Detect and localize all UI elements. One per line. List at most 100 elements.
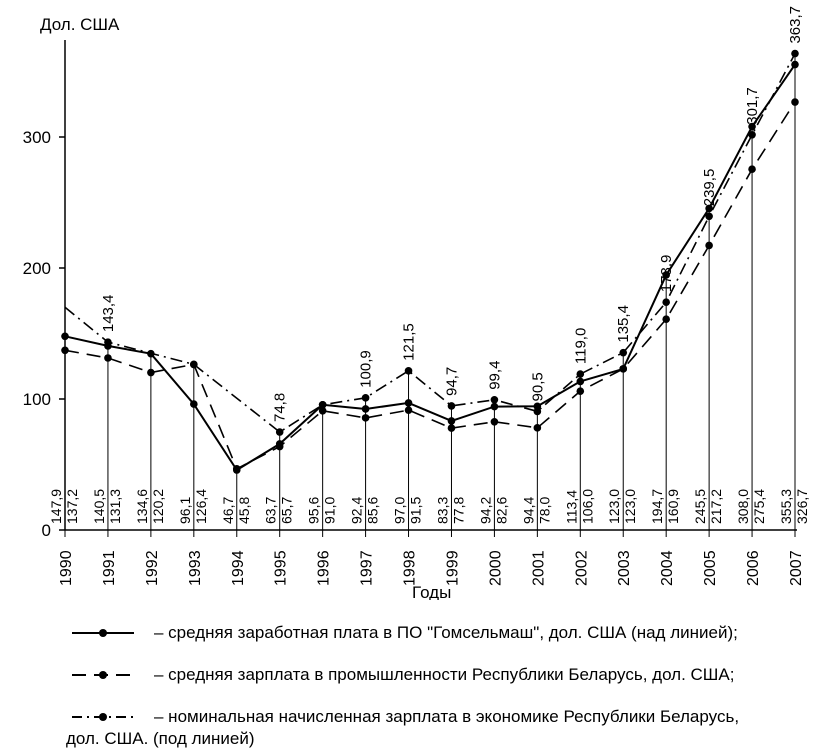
data-label-bottom: 78,0 <box>536 497 552 524</box>
data-point-dash <box>104 354 112 362</box>
axes: 0 100 200 300 1990 1991 1992 1993 1994 1995 1996 19… <box>23 40 805 586</box>
x-tick-label: 1996 <box>316 550 333 586</box>
data-point-dash <box>748 165 756 174</box>
x-tick-label: 1991 <box>101 550 118 586</box>
x-tick-label: 2007 <box>788 550 805 586</box>
data-label-top: 119,0 <box>572 328 589 364</box>
data-label-bottom: 194,7 <box>649 489 665 524</box>
legend-label-solid: – средняя заработная плата в ПО "Гомсель… <box>154 623 738 642</box>
x-tick-label: 2001 <box>530 550 547 586</box>
data-point-dashdot <box>490 395 499 404</box>
data-label-bottom: 46,7 <box>220 497 236 524</box>
y-tick-label: 100 <box>23 390 51 409</box>
data-point-dash <box>318 406 327 415</box>
x-tick-label: 1994 <box>230 550 247 586</box>
data-point-dashdot <box>619 348 628 357</box>
legend-swatch-dashdot <box>72 713 134 721</box>
data-point-dash <box>576 387 585 395</box>
data-label-top: 173,9 <box>658 255 675 293</box>
legend-label-dashdot-cont: дол. США. (под линией) <box>66 729 255 748</box>
data-label-top: 90,5 <box>529 372 546 401</box>
data-point-dash <box>791 98 799 106</box>
x-axis-title: Годы <box>412 583 451 600</box>
data-label-bottom: 308,0 <box>735 489 751 524</box>
data-label-bottom: 355,3 <box>778 489 794 524</box>
data-labels: 143,4 74,8 100,9 121,5 94,7 99,4 90,5 119,0 135,… <box>48 6 810 524</box>
data-label-bottom: 45,8 <box>236 497 252 524</box>
data-point-solid <box>791 60 799 69</box>
data-label-top: 100,9 <box>358 350 375 388</box>
data-label-top: 121,5 <box>401 323 418 361</box>
data-label-bottom: 126,4 <box>193 489 209 524</box>
data-point-dash <box>147 368 155 377</box>
data-label-bottom: 123,0 <box>622 489 638 524</box>
data-label-bottom: 123,0 <box>606 489 622 524</box>
data-label-bottom: 217,2 <box>708 489 724 524</box>
data-label-top: 74,8 <box>272 393 289 422</box>
data-label-top: 135,4 <box>615 305 632 343</box>
data-point-dashdot <box>275 428 284 436</box>
data-point-solid <box>490 402 499 411</box>
data-label-bottom: 77,8 <box>450 497 466 524</box>
data-label-bottom: 94,4 <box>520 497 536 524</box>
data-point-solid <box>361 405 370 413</box>
x-tick-label: 1998 <box>402 550 419 586</box>
data-label-bottom: 245,5 <box>692 489 708 524</box>
data-label-bottom: 106,0 <box>579 489 595 524</box>
x-tick-label: 2006 <box>745 550 762 586</box>
data-label-top: 239,5 <box>701 169 718 207</box>
data-point-dashdot <box>533 407 542 416</box>
data-point-dashdot <box>662 298 670 306</box>
series-line-dashdot <box>64 53 796 433</box>
x-tick-label: 2004 <box>659 550 676 586</box>
legend-swatch-dash <box>72 671 134 679</box>
data-label-top: 301,7 <box>744 87 761 125</box>
data-label-top: 94,7 <box>443 367 460 396</box>
data-point-dash <box>447 424 456 432</box>
data-label-bottom: 95,6 <box>306 497 322 524</box>
data-point-dash <box>61 346 69 355</box>
data-label-bottom: 137,2 <box>64 489 80 524</box>
data-point-dash <box>404 406 413 414</box>
legend: – средняя заработная плата в ПО "Гомсель… <box>0 610 826 756</box>
data-label-bottom: 91,0 <box>322 497 338 524</box>
data-label-bottom: 92,4 <box>349 497 365 524</box>
data-point-dash <box>232 465 241 473</box>
data-point-dash <box>533 424 542 432</box>
legend-label-dash: – средняя зарплата в промышленности Респ… <box>154 665 735 684</box>
x-tick-label: 1992 <box>144 550 161 586</box>
data-point-dash <box>490 417 499 426</box>
data-point-dash <box>662 315 670 324</box>
series-group <box>61 49 799 474</box>
data-point-dash <box>619 365 628 373</box>
x-tick-label: 1990 <box>58 550 75 586</box>
data-label-bottom: 85,6 <box>365 497 381 524</box>
data-label-bottom: 120,2 <box>150 489 166 524</box>
data-label-top: 143,4 <box>100 295 117 333</box>
legend-swatch-solid <box>72 629 134 637</box>
data-point-solid <box>705 204 713 213</box>
x-tick-label: 2002 <box>573 550 590 586</box>
x-tick-label: 1999 <box>444 550 461 586</box>
x-tick-label: 1993 <box>187 550 204 586</box>
data-point-dashdot <box>190 360 198 369</box>
data-label-bottom: 113,4 <box>563 490 579 524</box>
data-point-dash <box>361 414 370 422</box>
data-label-top: 99,4 <box>486 361 503 390</box>
data-point-dashdot <box>361 394 370 402</box>
data-point-dashdot <box>748 130 756 139</box>
data-label-bottom: 140,5 <box>91 489 107 524</box>
data-point-dashdot <box>705 212 713 221</box>
legend-label-dashdot: – номинальная начисленная зарплата в эко… <box>154 707 740 726</box>
data-label-bottom: 94,2 <box>477 497 493 524</box>
data-label-bottom: 63,7 <box>263 497 279 524</box>
x-tick-label: 1997 <box>359 550 376 586</box>
data-point-solid <box>662 271 670 279</box>
data-point-solid <box>748 122 756 131</box>
data-label-bottom: 96,1 <box>177 497 193 524</box>
data-point-solid <box>61 332 69 341</box>
data-point-dashdot <box>318 400 327 409</box>
data-label-bottom: 275,4 <box>751 489 767 524</box>
data-label-bottom: 134,6 <box>134 489 150 524</box>
y-axis-title: Дол. США <box>40 15 120 34</box>
